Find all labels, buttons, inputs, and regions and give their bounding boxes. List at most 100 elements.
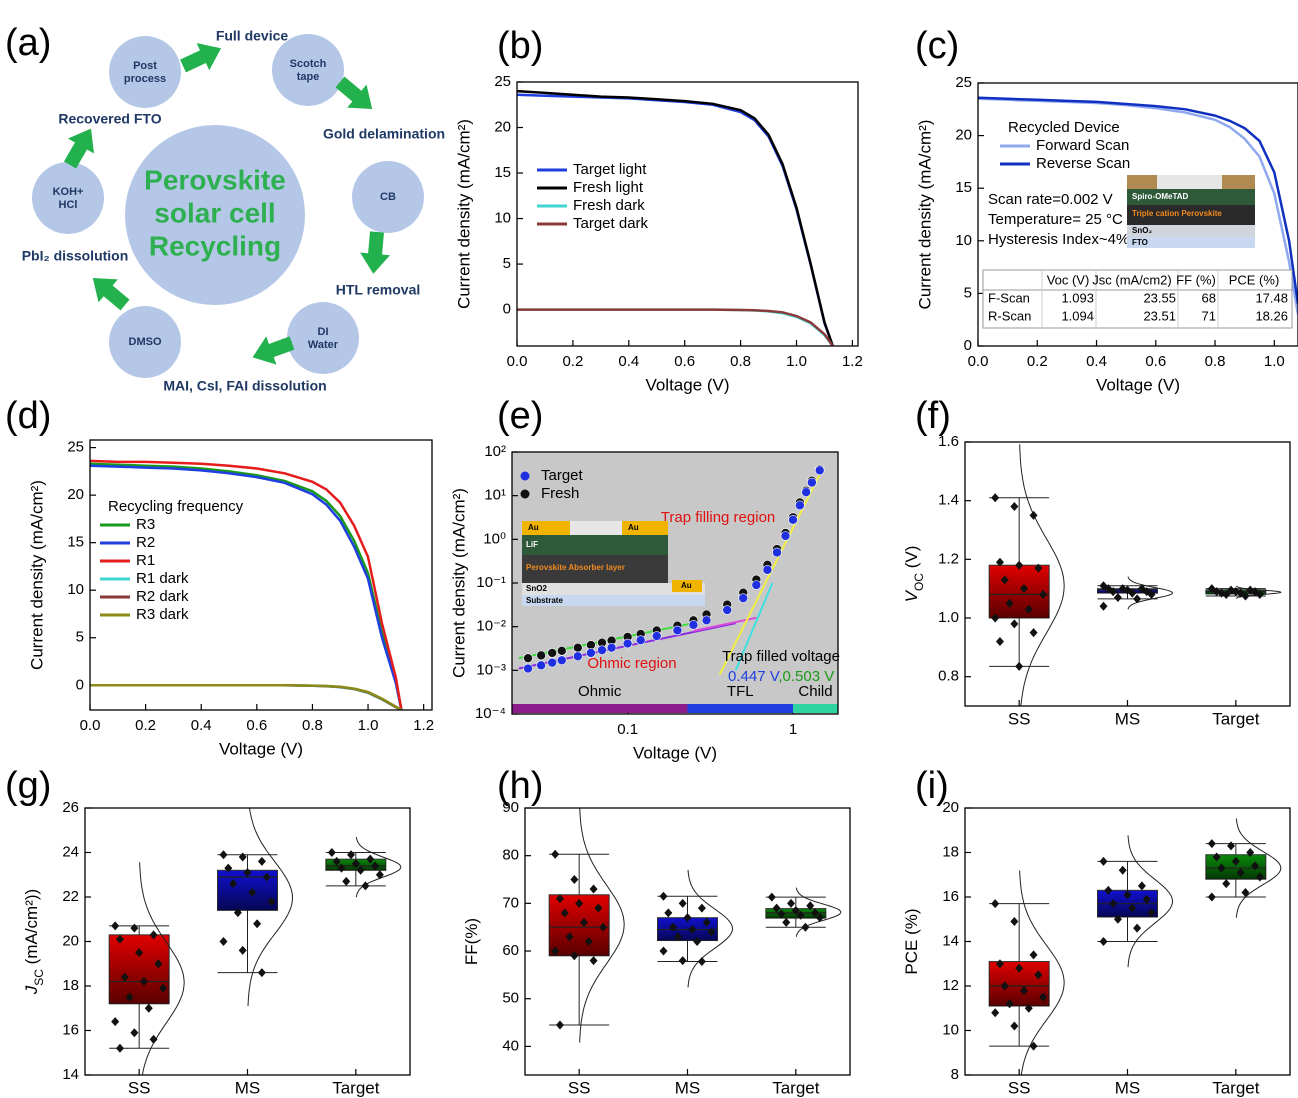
x-tick-label: SS xyxy=(568,1078,591,1097)
point xyxy=(139,977,148,987)
point xyxy=(673,932,682,942)
y-axis-label-part: (V) xyxy=(902,546,921,573)
point xyxy=(120,972,129,982)
legend-swatch xyxy=(520,489,530,499)
point xyxy=(1005,598,1014,608)
annotation: 0.447 V xyxy=(728,668,780,685)
point xyxy=(751,580,762,590)
y-tick-label: 5 xyxy=(503,255,511,272)
point xyxy=(556,646,567,656)
point xyxy=(1019,985,1028,995)
point xyxy=(995,959,1004,969)
point xyxy=(371,861,380,871)
x-tick-label: Target xyxy=(1212,1078,1260,1097)
point xyxy=(1133,923,1142,933)
center-circle xyxy=(125,125,305,305)
distribution-curve xyxy=(579,808,625,1043)
y-tick-label: 10 xyxy=(942,1021,959,1038)
point xyxy=(995,636,1004,646)
point xyxy=(796,910,805,920)
axis-frame xyxy=(516,81,859,347)
point xyxy=(738,593,749,603)
point xyxy=(573,642,583,653)
y-tick-label: 5 xyxy=(964,284,972,301)
node-label: tape xyxy=(297,71,320,83)
node xyxy=(32,162,104,234)
point xyxy=(1015,560,1024,570)
node-label: DMSO xyxy=(129,336,162,348)
inset-layer xyxy=(522,521,570,535)
distribution-curve xyxy=(247,808,294,1007)
table-header: Jsc (mA/cm2) xyxy=(1092,272,1171,287)
y-tick-label: 15 xyxy=(494,164,511,181)
y-tick-label: 10⁻² xyxy=(476,618,506,635)
center-text: Recycling xyxy=(149,230,281,261)
point xyxy=(597,645,607,655)
y-tick-label: 14 xyxy=(62,1066,79,1083)
x-axis-label: Voltage (V) xyxy=(1096,375,1180,394)
point xyxy=(659,891,668,901)
y-tick-label: 10¹ xyxy=(484,487,506,504)
plot-area xyxy=(90,440,432,710)
table-cell: R-Scan xyxy=(988,308,1031,323)
point xyxy=(366,854,375,864)
table-frame xyxy=(982,269,1293,329)
y-tick-label: 10⁻¹ xyxy=(476,574,506,591)
x-axis-label: Voltage (V) xyxy=(645,375,729,394)
point xyxy=(1034,563,1043,573)
y-tick-label: 10² xyxy=(484,443,506,460)
point xyxy=(586,648,596,658)
point xyxy=(1015,661,1024,671)
panel-label: (h) xyxy=(497,765,543,807)
point xyxy=(606,642,617,653)
point xyxy=(991,613,1000,623)
x-tick-label: 0.0 xyxy=(80,717,101,734)
point xyxy=(1128,588,1137,598)
y-tick-label: 16 xyxy=(942,888,959,905)
x-tick-label: SS xyxy=(1008,1078,1031,1097)
point xyxy=(697,957,706,967)
annotation: ,0.503 V xyxy=(778,668,834,685)
panel-label: (d) xyxy=(5,395,51,437)
point xyxy=(664,908,673,918)
node-label: Scotch xyxy=(290,58,327,70)
annotation: Ohmic region xyxy=(587,655,676,672)
inset-label: Au xyxy=(528,523,539,532)
point xyxy=(635,635,646,645)
x-tick-label: 0.8 xyxy=(1205,353,1226,370)
x-tick-label: 0.4 xyxy=(618,353,639,370)
y-tick-label: 20 xyxy=(942,799,959,816)
point xyxy=(536,650,546,661)
legend-label: R2 xyxy=(136,534,155,551)
point xyxy=(351,859,360,869)
y-axis-label: JSC (mA/cm²)) xyxy=(22,889,46,995)
y-tick-label: 18 xyxy=(62,977,79,994)
y-axis-label: Current density (mA/cm²) xyxy=(449,488,468,678)
table-cell: F-Scan xyxy=(988,290,1030,305)
point xyxy=(693,937,702,946)
legend-label: Target light xyxy=(573,161,647,178)
node xyxy=(109,306,181,378)
y-tick-label: 40 xyxy=(502,1037,519,1054)
axis-frame xyxy=(511,451,839,715)
point xyxy=(579,917,588,927)
inset-label: SnO₂ xyxy=(1132,226,1152,235)
point xyxy=(130,1028,139,1038)
x-tick-label: Target xyxy=(772,1078,820,1097)
y-tick-label: 1.4 xyxy=(938,492,959,509)
y-tick-label: 60 xyxy=(502,942,519,959)
distribution-curve xyxy=(139,862,185,1075)
point xyxy=(547,657,558,668)
y-axis-label: FF(%) xyxy=(462,918,481,965)
x-tick-label: 0.2 xyxy=(1027,353,1048,370)
step-label: Full device xyxy=(216,28,289,44)
node-label: Post xyxy=(133,60,157,72)
point xyxy=(1029,510,1038,520)
point xyxy=(782,917,791,927)
point xyxy=(523,663,533,674)
y-tick-label: 20 xyxy=(494,118,511,135)
point xyxy=(332,856,341,866)
y-tick-label: 1.0 xyxy=(938,609,959,626)
panel-label: (e) xyxy=(497,395,543,437)
y-axis-label-part: V xyxy=(902,589,921,602)
